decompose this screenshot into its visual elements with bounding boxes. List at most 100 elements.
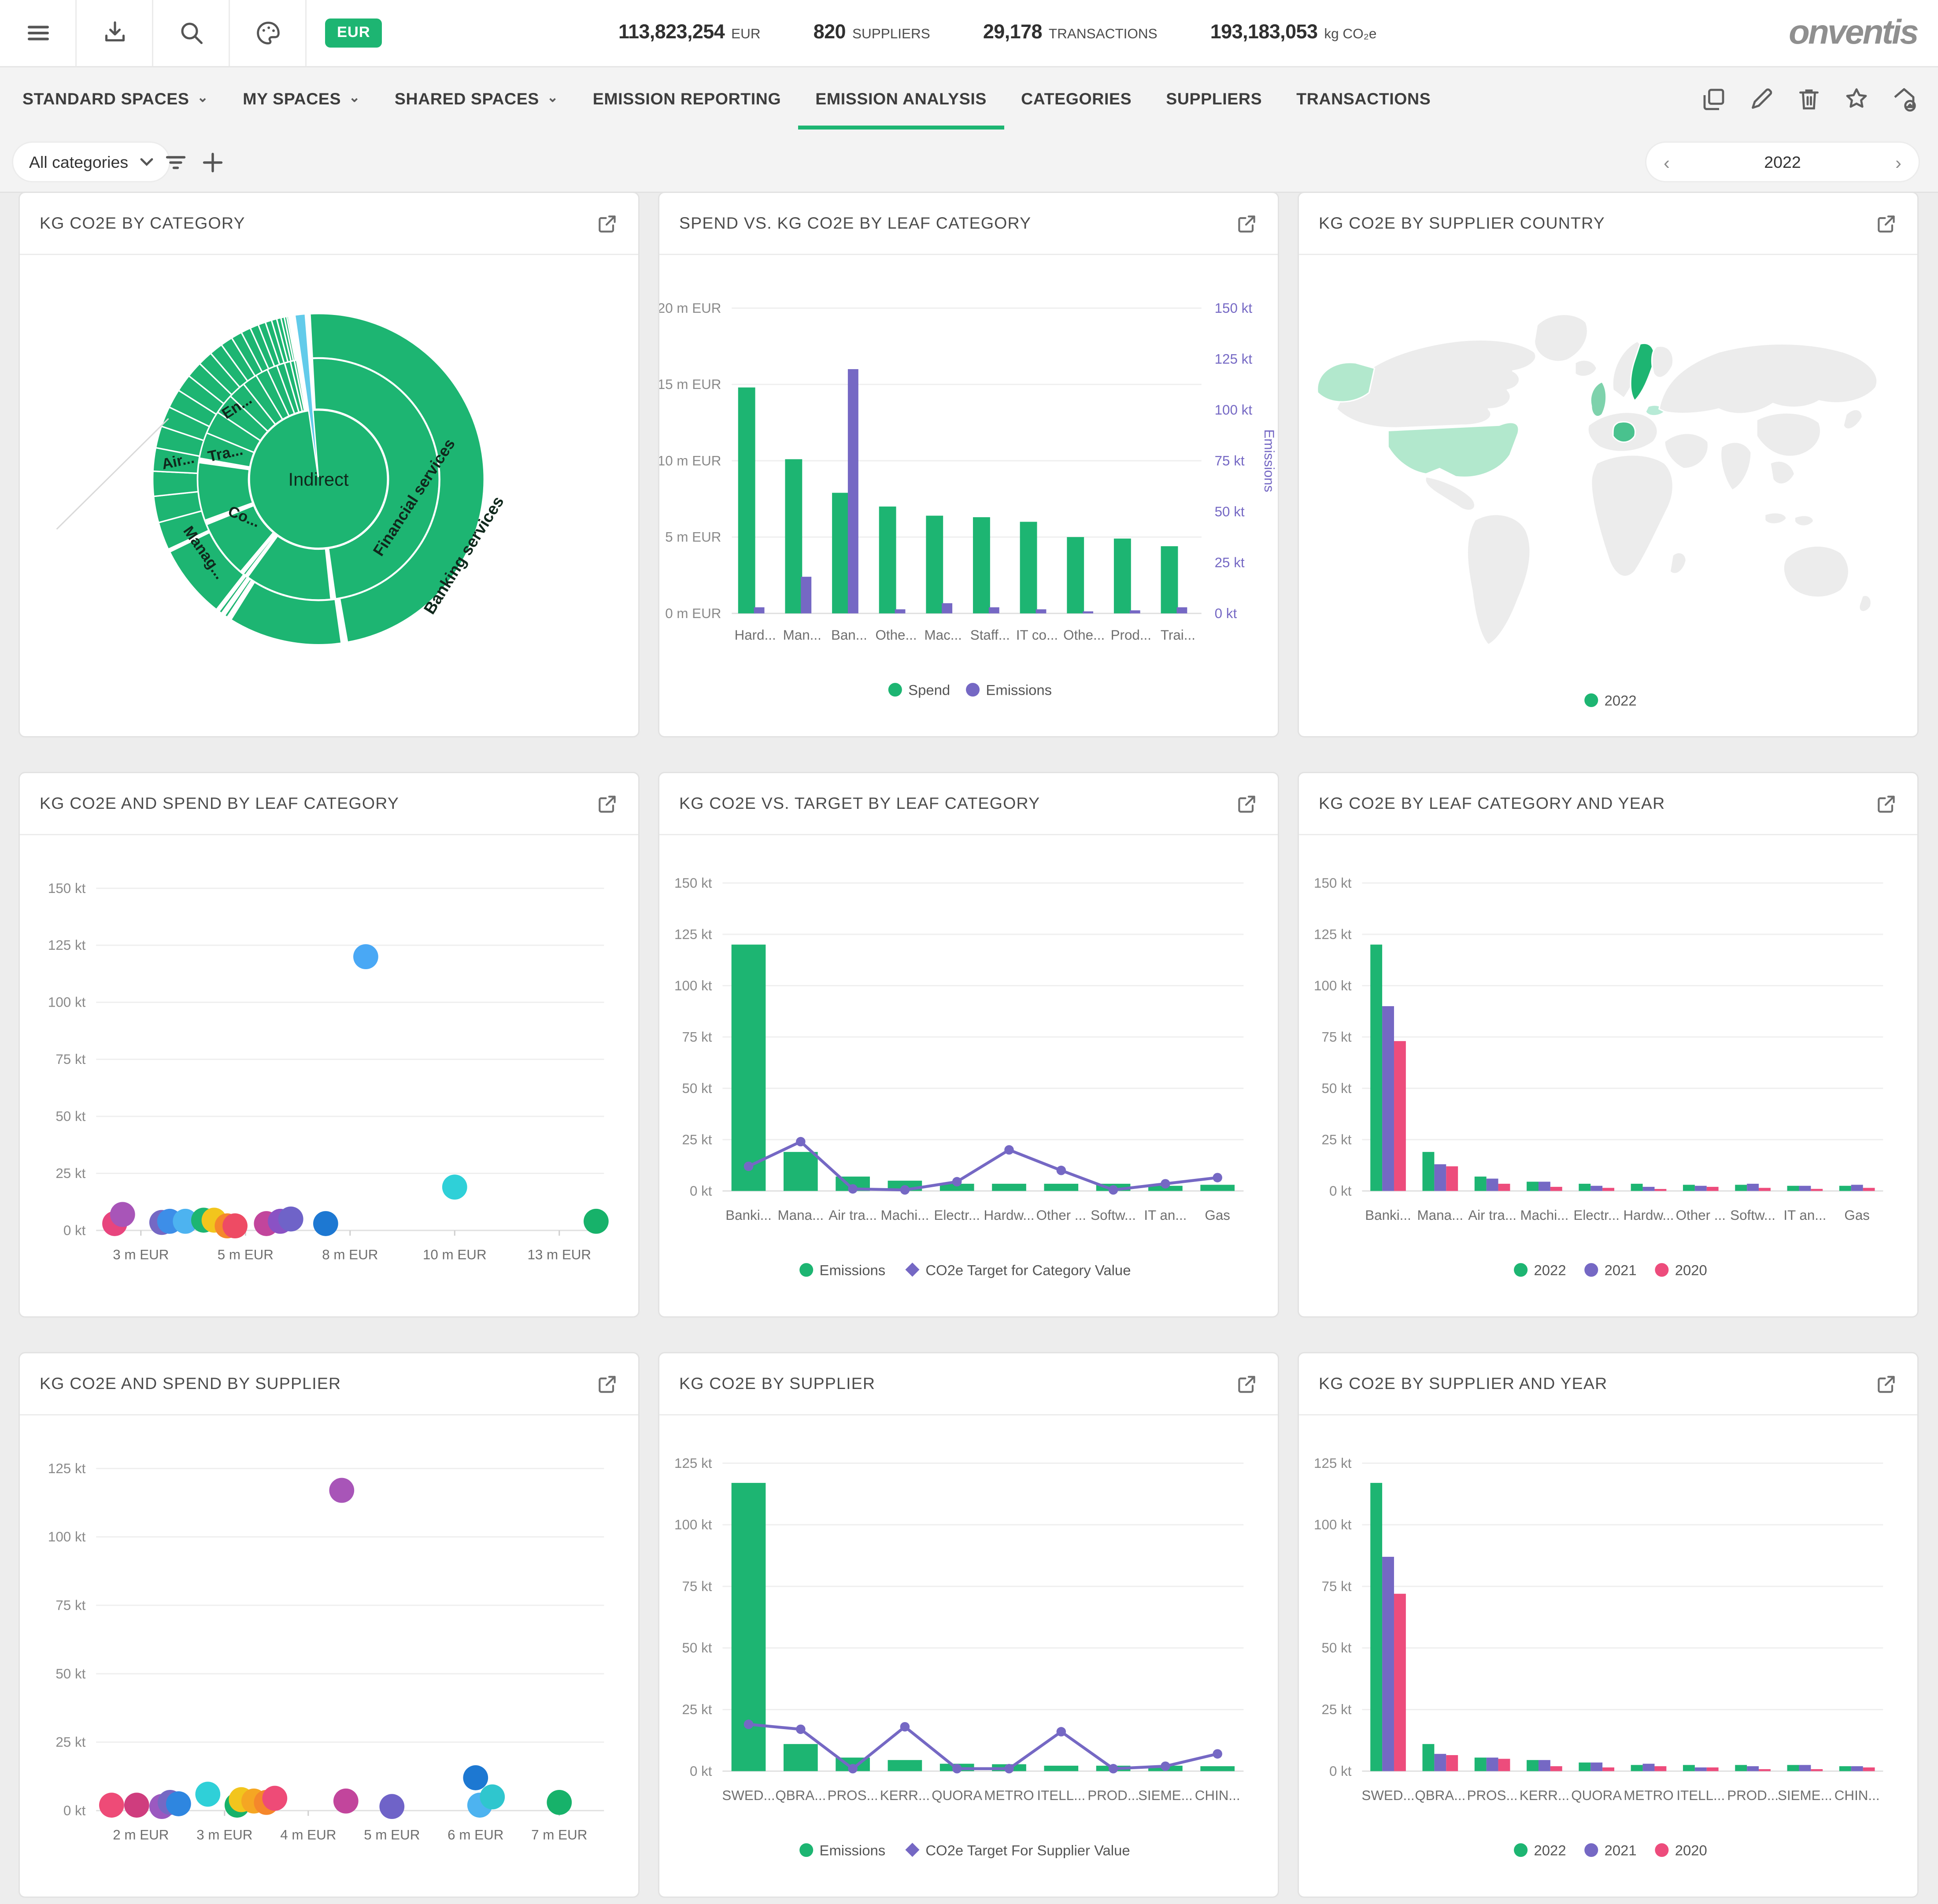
svg-text:KERR...: KERR...: [880, 1788, 930, 1803]
open-external-icon[interactable]: [596, 212, 618, 235]
previous-year-button[interactable]: ‹: [1664, 153, 1670, 171]
svg-text:0 kt: 0 kt: [63, 1803, 86, 1818]
svg-text:50 kt: 50 kt: [1321, 1081, 1351, 1096]
tab-standard-spaces[interactable]: STANDARD SPACES⌄: [22, 66, 226, 132]
svg-text:Emissions: Emissions: [820, 1842, 886, 1859]
next-year-button[interactable]: ›: [1895, 153, 1901, 171]
tab-categories[interactable]: CATEGORIES: [1004, 66, 1149, 132]
chevron-down-icon: [140, 157, 153, 167]
tab-emission-reporting[interactable]: EMISSION REPORTING: [576, 66, 799, 132]
svg-text:Other ...: Other ...: [1676, 1208, 1726, 1223]
svg-text:Electr...: Electr...: [934, 1208, 980, 1223]
svg-text:25 kt: 25 kt: [55, 1734, 85, 1750]
svg-text:50 kt: 50 kt: [682, 1640, 712, 1656]
card-co2e-spend-by-supplier: KG CO2E AND SPEND BY SUPPLIER 0 kt25 kt5…: [18, 1352, 640, 1898]
open-external-icon[interactable]: [1235, 793, 1258, 815]
grouped-bar-chart[interactable]: 0 kt25 kt50 kt75 kt100 kt125 ktSWED...QB…: [1299, 1415, 1917, 1897]
favorite-icon[interactable]: [1842, 85, 1871, 114]
svg-text:50 kt: 50 kt: [682, 1081, 712, 1096]
open-external-icon[interactable]: [1875, 793, 1897, 815]
card-co2e-by-supplier-country: KG CO2E BY SUPPLIER COUNTRY 2022: [1298, 192, 1919, 737]
year-selector: ‹ 2022 ›: [1646, 143, 1919, 181]
svg-text:13 m EUR: 13 m EUR: [527, 1247, 591, 1263]
svg-text:100 kt: 100 kt: [48, 995, 86, 1010]
grouped-bar-chart[interactable]: 0 kt25 kt50 kt75 kt100 kt125 kt150 ktBan…: [1299, 835, 1917, 1316]
svg-text:Hardw...: Hardw...: [1623, 1208, 1674, 1223]
open-external-icon[interactable]: [596, 1373, 618, 1395]
svg-text:CHIN...: CHIN...: [1834, 1788, 1880, 1803]
duplicate-icon[interactable]: [1699, 85, 1728, 114]
svg-text:7 m EUR: 7 m EUR: [531, 1827, 587, 1843]
tab-suppliers[interactable]: SUPPLIERS: [1149, 66, 1279, 132]
svg-text:2020: 2020: [1675, 1842, 1707, 1859]
edit-icon[interactable]: [1747, 85, 1776, 114]
stat-total-spend: 113,823,254EUR: [618, 21, 761, 45]
svg-text:0 kt: 0 kt: [63, 1222, 86, 1238]
card-title: KG CO2E AND SPEND BY LEAF CATEGORY: [40, 794, 399, 813]
svg-text:Softw...: Softw...: [1730, 1208, 1775, 1223]
svg-text:Indirect: Indirect: [288, 469, 349, 490]
svg-text:5 m EUR: 5 m EUR: [364, 1827, 420, 1843]
filter-icon[interactable]: [161, 148, 190, 177]
bar-line-chart[interactable]: 0 kt25 kt50 kt75 kt100 kt125 ktSWED...QB…: [659, 1415, 1278, 1897]
add-dashboard-icon[interactable]: [1890, 85, 1919, 114]
card-title: KG CO2E BY CATEGORY: [40, 214, 245, 233]
search-icon[interactable]: [177, 19, 206, 48]
world-map-chart[interactable]: 2022: [1299, 255, 1917, 736]
delete-icon[interactable]: [1794, 85, 1823, 114]
svg-text:8 m EUR: 8 m EUR: [322, 1247, 378, 1263]
svg-text:25 kt: 25 kt: [1215, 555, 1245, 570]
svg-text:3 m EUR: 3 m EUR: [196, 1827, 252, 1843]
open-external-icon[interactable]: [1235, 1373, 1258, 1395]
svg-text:125 kt: 125 kt: [48, 937, 86, 953]
top-header: EUR 113,823,254EUR 820SUPPLIERS 29,178TR…: [0, 0, 1938, 67]
open-external-icon[interactable]: [1875, 1373, 1897, 1395]
svg-text:Gas: Gas: [1205, 1208, 1230, 1223]
svg-text:Gas: Gas: [1844, 1208, 1870, 1223]
svg-text:2020: 2020: [1675, 1262, 1707, 1278]
chevron-down-icon: ⌄: [547, 91, 558, 105]
svg-text:QUORA: QUORA: [932, 1788, 982, 1803]
bubble-chart[interactable]: 0 kt25 kt50 kt75 kt100 kt125 kt150 kt3 m…: [20, 835, 638, 1316]
svg-text:Trai...: Trai...: [1161, 627, 1195, 643]
svg-text:Othe...: Othe...: [1063, 627, 1105, 643]
menu-icon[interactable]: [23, 19, 52, 48]
svg-text:Hardw...: Hardw...: [984, 1208, 1034, 1223]
svg-text:SIEME...: SIEME...: [1778, 1788, 1832, 1803]
tab-my-spaces[interactable]: MY SPACES⌄: [226, 66, 377, 132]
bar-line-chart[interactable]: 0 kt25 kt50 kt75 kt100 kt125 kt150 ktBan…: [659, 835, 1278, 1316]
svg-text:125 kt: 125 kt: [48, 1461, 86, 1476]
add-filter-button[interactable]: [198, 148, 227, 177]
tab-emission-analysis[interactable]: EMISSION ANALYSIS: [798, 66, 1004, 132]
svg-text:Air tra...: Air tra...: [828, 1208, 877, 1223]
svg-text:25 kt: 25 kt: [1321, 1702, 1351, 1717]
svg-text:100 kt: 100 kt: [674, 1517, 712, 1533]
svg-text:5 m EUR: 5 m EUR: [665, 530, 721, 545]
svg-text:IT an...: IT an...: [1144, 1208, 1187, 1223]
svg-text:75 kt: 75 kt: [1215, 453, 1245, 468]
svg-text:150 kt: 150 kt: [674, 875, 712, 891]
dual-axis-bar-chart[interactable]: 0 m EUR5 m EUR10 m EUR15 m EUR20 m EUR0 …: [659, 255, 1278, 736]
svg-text:100 kt: 100 kt: [1215, 402, 1253, 418]
download-icon[interactable]: [100, 19, 129, 48]
svg-text:Spend: Spend: [908, 682, 950, 698]
open-external-icon[interactable]: [1235, 212, 1258, 235]
svg-text:0 kt: 0 kt: [1215, 606, 1237, 621]
year-value: 2022: [1764, 153, 1801, 171]
card-co2e-vs-target-by-leaf-category: KG CO2E VS. TARGET BY LEAF CATEGORY 0 kt…: [658, 772, 1279, 1318]
svg-text:CO2e Target for Category Value: CO2e Target for Category Value: [925, 1262, 1131, 1278]
sunburst-chart[interactable]: IndirectFinancial servicesBanking servic…: [20, 255, 638, 736]
svg-text:KERR...: KERR...: [1520, 1788, 1569, 1803]
onventis-logo: onventis: [1789, 12, 1917, 53]
category-filter-dropdown[interactable]: All categories: [13, 143, 169, 181]
currency-badge[interactable]: EUR: [325, 19, 382, 48]
svg-text:Emissions: Emissions: [1261, 429, 1277, 492]
svg-text:50 kt: 50 kt: [1321, 1640, 1351, 1656]
theme-palette-icon[interactable]: [253, 19, 282, 48]
open-external-icon[interactable]: [1875, 212, 1897, 235]
open-external-icon[interactable]: [596, 793, 618, 815]
bubble-chart[interactable]: 0 kt25 kt50 kt75 kt100 kt125 kt2 m EUR3 …: [20, 1415, 638, 1897]
tab-transactions[interactable]: TRANSACTIONS: [1279, 66, 1448, 132]
tab-shared-spaces[interactable]: SHARED SPACES⌄: [377, 66, 576, 132]
svg-text:75 kt: 75 kt: [55, 1052, 85, 1067]
